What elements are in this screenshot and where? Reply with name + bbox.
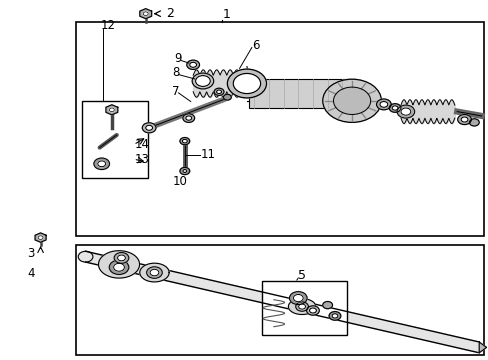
Bar bbox=[261, 281, 346, 335]
Circle shape bbox=[98, 161, 105, 167]
Text: 3: 3 bbox=[27, 247, 34, 260]
Circle shape bbox=[109, 260, 128, 274]
Circle shape bbox=[180, 167, 189, 175]
Polygon shape bbox=[140, 9, 151, 19]
Circle shape bbox=[331, 314, 337, 318]
Polygon shape bbox=[35, 233, 46, 242]
Circle shape bbox=[189, 62, 196, 67]
Polygon shape bbox=[106, 105, 118, 115]
Circle shape bbox=[322, 79, 381, 122]
Text: 14: 14 bbox=[134, 138, 149, 151]
Text: 9: 9 bbox=[174, 52, 182, 65]
Polygon shape bbox=[140, 263, 169, 282]
Text: 13: 13 bbox=[134, 153, 149, 166]
Circle shape bbox=[186, 60, 199, 69]
Circle shape bbox=[195, 76, 210, 86]
Circle shape bbox=[468, 119, 478, 126]
Text: 4: 4 bbox=[27, 267, 34, 280]
Circle shape bbox=[78, 251, 93, 262]
Circle shape bbox=[146, 267, 162, 278]
Circle shape bbox=[289, 292, 306, 305]
Text: 2: 2 bbox=[166, 7, 174, 20]
Circle shape bbox=[298, 304, 305, 309]
Text: 11: 11 bbox=[200, 148, 215, 161]
Circle shape bbox=[400, 108, 410, 115]
Circle shape bbox=[117, 255, 125, 261]
Circle shape bbox=[38, 236, 43, 239]
Circle shape bbox=[295, 302, 308, 311]
Bar bbox=[76, 245, 483, 355]
Circle shape bbox=[114, 252, 128, 263]
Text: 1: 1 bbox=[222, 8, 230, 21]
Circle shape bbox=[333, 87, 370, 114]
Circle shape bbox=[396, 105, 414, 118]
Circle shape bbox=[322, 302, 332, 309]
Circle shape bbox=[460, 117, 467, 122]
Circle shape bbox=[150, 269, 159, 276]
Circle shape bbox=[113, 263, 124, 271]
Circle shape bbox=[376, 99, 390, 110]
Text: 6: 6 bbox=[251, 39, 259, 51]
Circle shape bbox=[143, 12, 148, 15]
Circle shape bbox=[192, 73, 213, 89]
Circle shape bbox=[94, 158, 109, 170]
Polygon shape bbox=[288, 299, 315, 315]
Circle shape bbox=[183, 170, 186, 172]
Circle shape bbox=[293, 294, 303, 302]
Circle shape bbox=[328, 312, 340, 320]
Text: 7: 7 bbox=[172, 85, 179, 98]
Circle shape bbox=[227, 69, 266, 98]
Bar bbox=[76, 22, 483, 236]
Polygon shape bbox=[478, 342, 486, 353]
Circle shape bbox=[183, 114, 194, 122]
Circle shape bbox=[391, 106, 397, 110]
Circle shape bbox=[214, 88, 224, 95]
Circle shape bbox=[180, 138, 189, 145]
Circle shape bbox=[223, 94, 231, 100]
Circle shape bbox=[309, 308, 316, 313]
Circle shape bbox=[142, 123, 156, 133]
Circle shape bbox=[379, 102, 387, 107]
Text: 5: 5 bbox=[298, 269, 305, 282]
Circle shape bbox=[216, 90, 221, 94]
Polygon shape bbox=[98, 251, 139, 278]
Circle shape bbox=[233, 73, 260, 94]
Circle shape bbox=[457, 114, 470, 125]
Text: 10: 10 bbox=[172, 175, 187, 188]
Text: 12: 12 bbox=[100, 19, 115, 32]
Bar bbox=[249, 79, 346, 108]
Polygon shape bbox=[85, 251, 478, 353]
Circle shape bbox=[388, 104, 400, 112]
Circle shape bbox=[145, 125, 152, 130]
Circle shape bbox=[306, 306, 319, 315]
Text: 8: 8 bbox=[172, 66, 179, 79]
Circle shape bbox=[182, 139, 187, 143]
Circle shape bbox=[185, 116, 191, 120]
Circle shape bbox=[109, 108, 114, 112]
Bar bbox=[82, 101, 148, 178]
